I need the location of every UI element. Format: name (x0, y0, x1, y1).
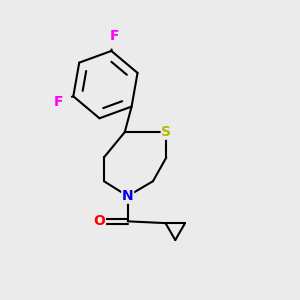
Text: O: O (94, 214, 105, 228)
Text: S: S (161, 125, 171, 139)
Text: N: N (122, 189, 134, 203)
Text: F: F (54, 94, 64, 109)
Text: F: F (109, 29, 119, 43)
